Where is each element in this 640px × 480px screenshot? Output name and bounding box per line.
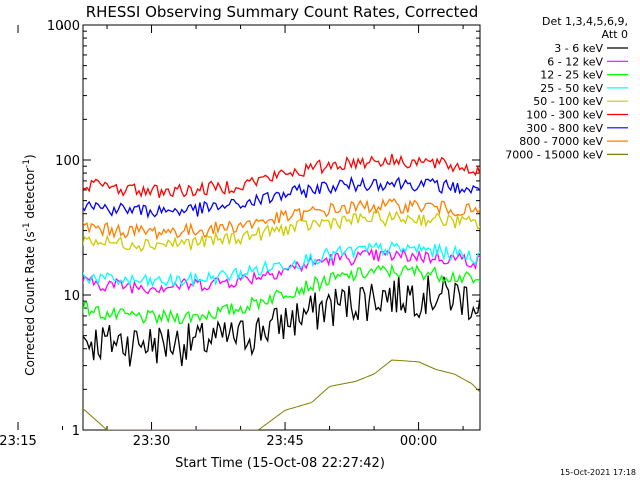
timestamp: 15-Oct-2021 17:18 [560, 468, 636, 477]
y-axis-label-sup1: -1 [22, 222, 32, 231]
y-tick-label: 100 [55, 154, 80, 169]
series-line-7 [83, 197, 480, 241]
chart-title: RHESSI Observing Summary Count Rates, Co… [86, 3, 479, 21]
legend-header-2: Att 0 [602, 28, 628, 41]
x-axis-label: Start Time (15-Oct-08 22:27:42) [175, 456, 385, 471]
y-tick-label: 1 [72, 424, 80, 439]
x-tick-label: 23:45 [266, 434, 303, 449]
y-axis-label: Corrected Count Rate (s-1 detector-1) [22, 154, 37, 375]
svg-text:Corrected Count Rate (s-1 dete: Corrected Count Rate (s-1 detector-1) [22, 154, 37, 375]
y-tick-label: 1000 [47, 19, 80, 34]
series-line-1 [83, 247, 480, 295]
series-line-5 [83, 153, 480, 199]
x-tick-label: 00:00 [400, 434, 437, 449]
y-axis-label-mid: detector [23, 168, 37, 223]
legend-label: 100 - 300 keV [526, 109, 603, 122]
y-axis-label-sup2: -1 [22, 159, 32, 168]
x-tick-label: 23:30 [133, 434, 170, 449]
series-line-8 [83, 359, 480, 430]
legend-label: 12 - 25 keV [540, 69, 603, 82]
legend-label: 50 - 100 keV [533, 95, 603, 108]
y-axis-label-main: Corrected Count Rate (s [23, 231, 37, 375]
series-line-4 [83, 210, 480, 253]
legend-label: 6 - 12 keV [547, 55, 603, 68]
legend-label: 7000 - 15000 keV [505, 148, 603, 161]
y-tick-label: 10 [63, 289, 80, 304]
marker-label: N [10, 46, 17, 57]
series-line-6 [83, 175, 480, 220]
series-group: SN [10, 46, 480, 430]
series-line-3 [83, 241, 480, 288]
y-axis-label-end: ) [23, 154, 37, 159]
legend-label: 800 - 7000 keV [519, 135, 603, 148]
plot-area: 110100100022:3022:4523:0023:1523:3023:45… [0, 19, 481, 449]
x-tick-label: 23:15 [0, 434, 37, 449]
legend-label: 3 - 6 keV [554, 42, 603, 55]
series-line-0 [83, 275, 480, 367]
legend-label: 25 - 50 keV [540, 82, 603, 95]
series-line-2 [83, 263, 480, 325]
legend-label: 300 - 800 keV [526, 122, 603, 135]
legend-header-1: Det 1,3,4,5,6,9, [542, 15, 628, 28]
